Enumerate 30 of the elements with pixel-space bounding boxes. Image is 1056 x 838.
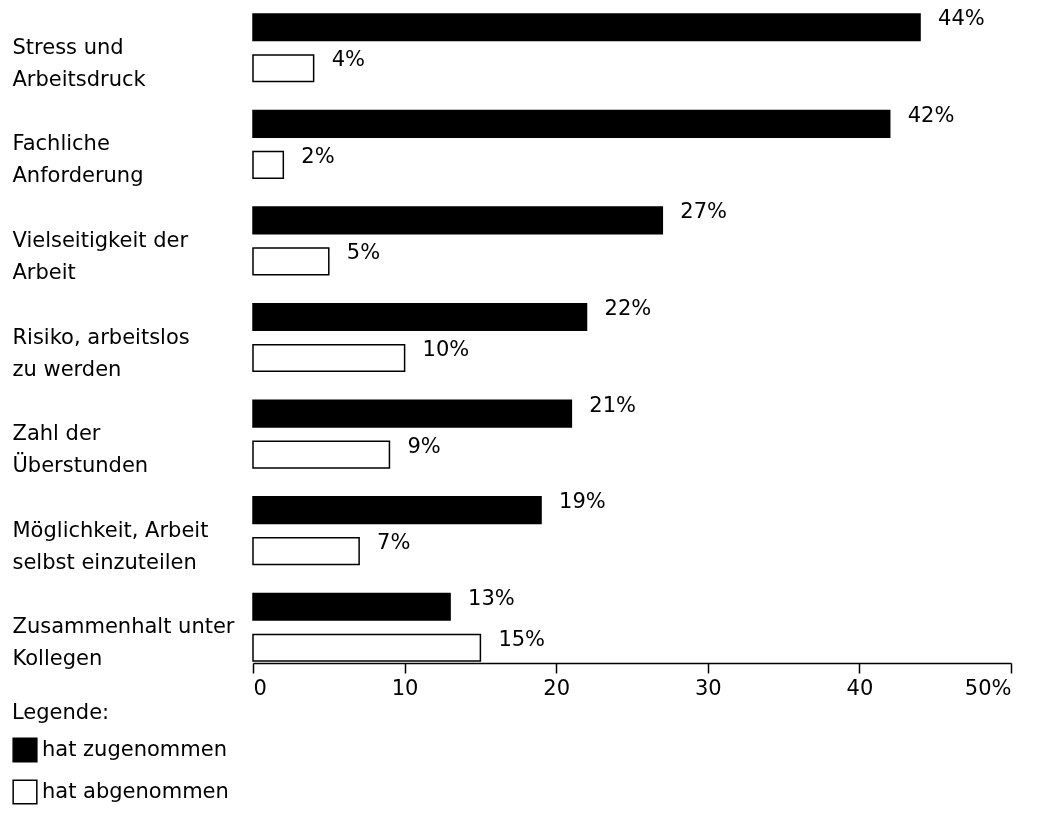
- y-tick-label: Vielseitigkeit der Arbeit: [12, 227, 189, 284]
- data-label: 5%: [346, 240, 381, 265]
- data-label: 9%: [407, 433, 441, 458]
- y-tick-label: Fachliche Anforderung: [12, 131, 144, 188]
- x-tick-label: 40: [846, 675, 874, 700]
- data-label: 27%: [680, 199, 728, 224]
- data-label: 7%: [377, 530, 411, 555]
- data-label: 22%: [604, 296, 652, 321]
- data-label: 4%: [331, 47, 365, 72]
- legend-title: Legende:: [12, 700, 110, 724]
- y-tick-label: Zahl der Überstunden: [12, 421, 149, 478]
- data-label: 15%: [498, 626, 546, 651]
- y-tick-label: Stress und Arbeitsdruck: [12, 34, 147, 91]
- x-tick-label: 50%: [964, 675, 1012, 700]
- x-tick-label: 10: [391, 675, 419, 700]
- y-tick-label: Risiko, arbeitslos zu werden: [12, 324, 190, 381]
- legend-label: hat abgenommen: [42, 779, 229, 803]
- x-tick-label: 20: [543, 675, 571, 700]
- data-label: 2%: [301, 143, 335, 168]
- y-tick-label: Zusammenhalt unter Kollegen: [12, 614, 235, 671]
- data-label: 19%: [559, 489, 606, 514]
- data-label: 10%: [422, 336, 470, 361]
- data-label: 44%: [938, 6, 985, 31]
- legend-label: hat zugenommen: [42, 737, 227, 761]
- y-tick-label: Möglichkeit, Arbeit selbst einzuteilen: [12, 517, 209, 574]
- data-label: 21%: [589, 392, 637, 417]
- data-label: 42%: [907, 102, 955, 127]
- x-tick-label: 30: [694, 675, 722, 700]
- x-tick-label: 0: [253, 675, 267, 700]
- data-label: 13%: [468, 585, 515, 610]
